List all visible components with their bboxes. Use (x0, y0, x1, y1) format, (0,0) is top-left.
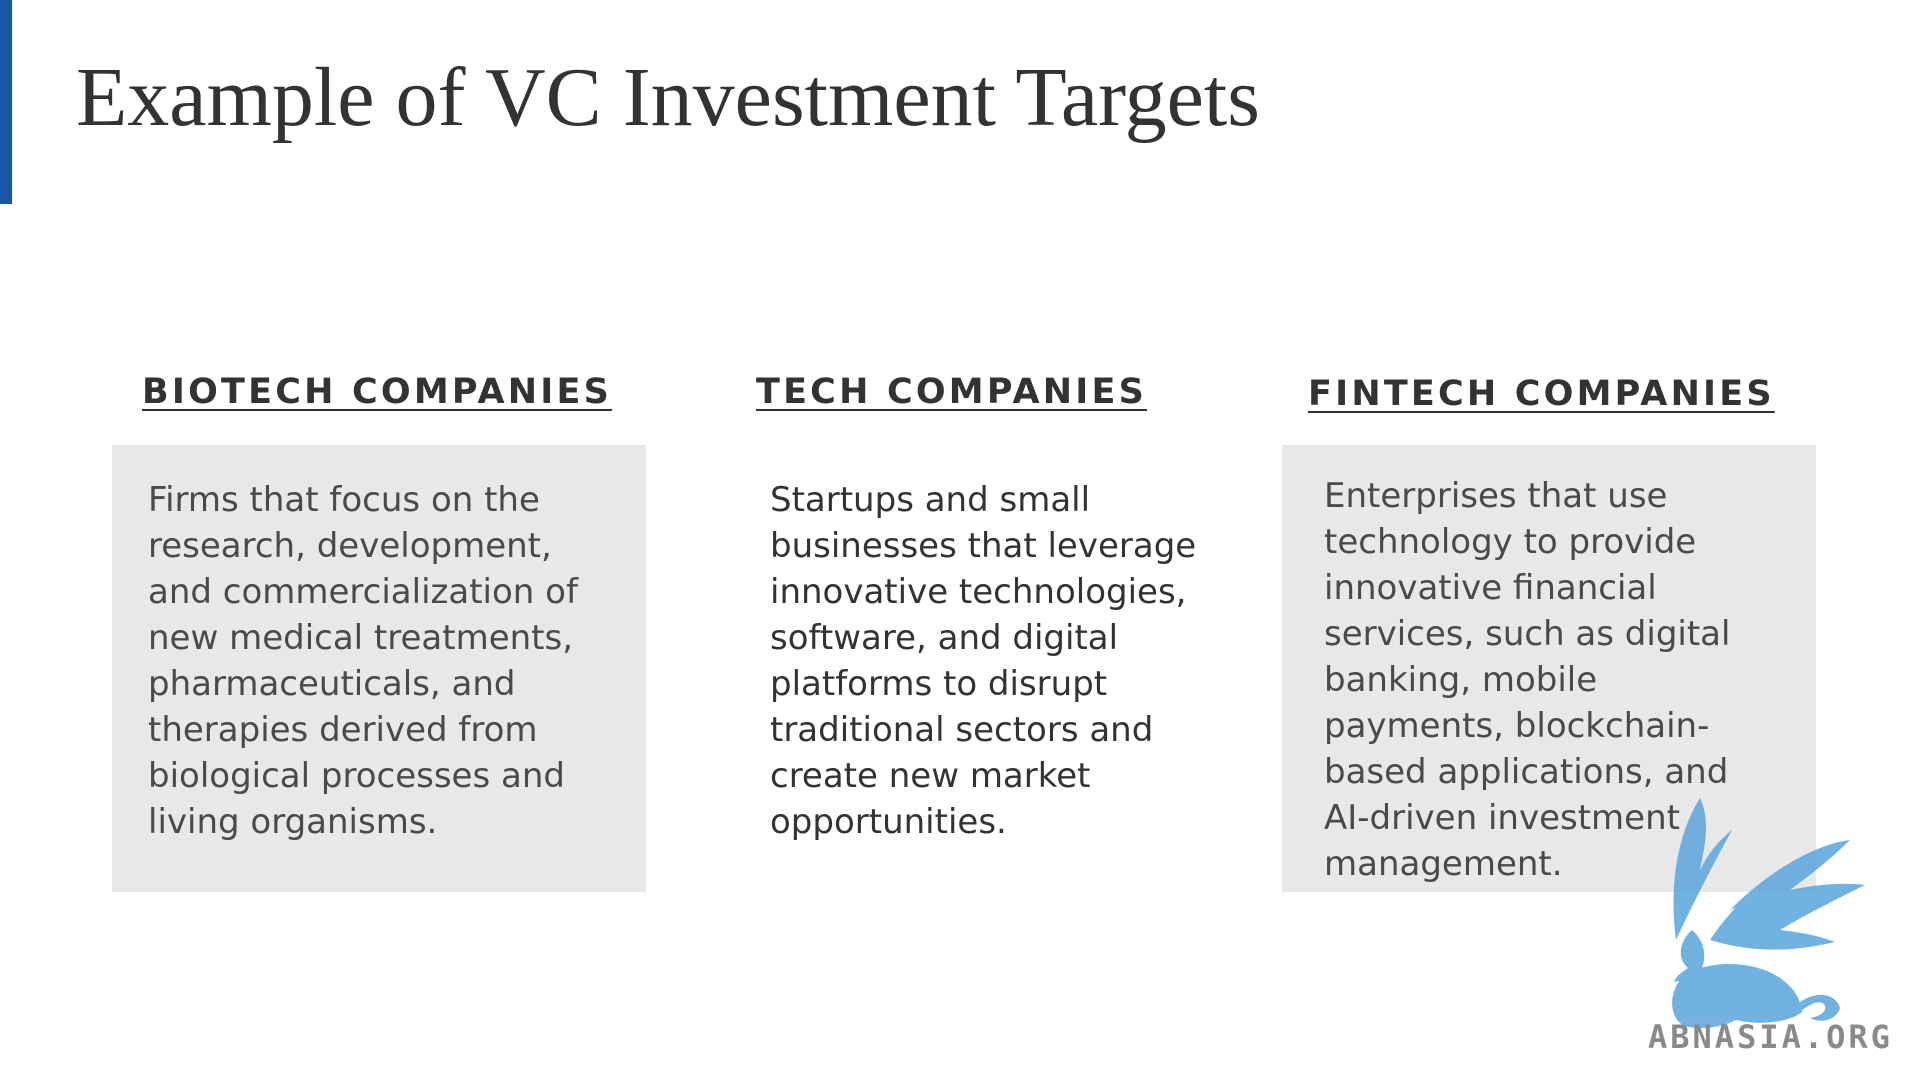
biotech-heading: BIOTECH COMPANIES (142, 372, 613, 412)
watermark-text: ABNASIA.ORG (1648, 1018, 1893, 1056)
slide-title: Example of VC Investment Targets (76, 51, 1260, 144)
tech-heading: TECH COMPANIES (756, 372, 1147, 412)
griffin-logo-icon (1672, 798, 1865, 1028)
fintech-card (1282, 445, 1816, 892)
biotech-description: Firms that focus on the research, develo… (148, 480, 578, 842)
fintech-heading: FINTECH COMPANIES (1308, 374, 1775, 414)
biotech-card (112, 445, 646, 892)
title-accent-bar (0, 0, 12, 204)
fintech-description: Enterprises that use technology to provi… (1324, 476, 1731, 884)
tech-description: Startups and small businesses that lever… (770, 480, 1197, 842)
